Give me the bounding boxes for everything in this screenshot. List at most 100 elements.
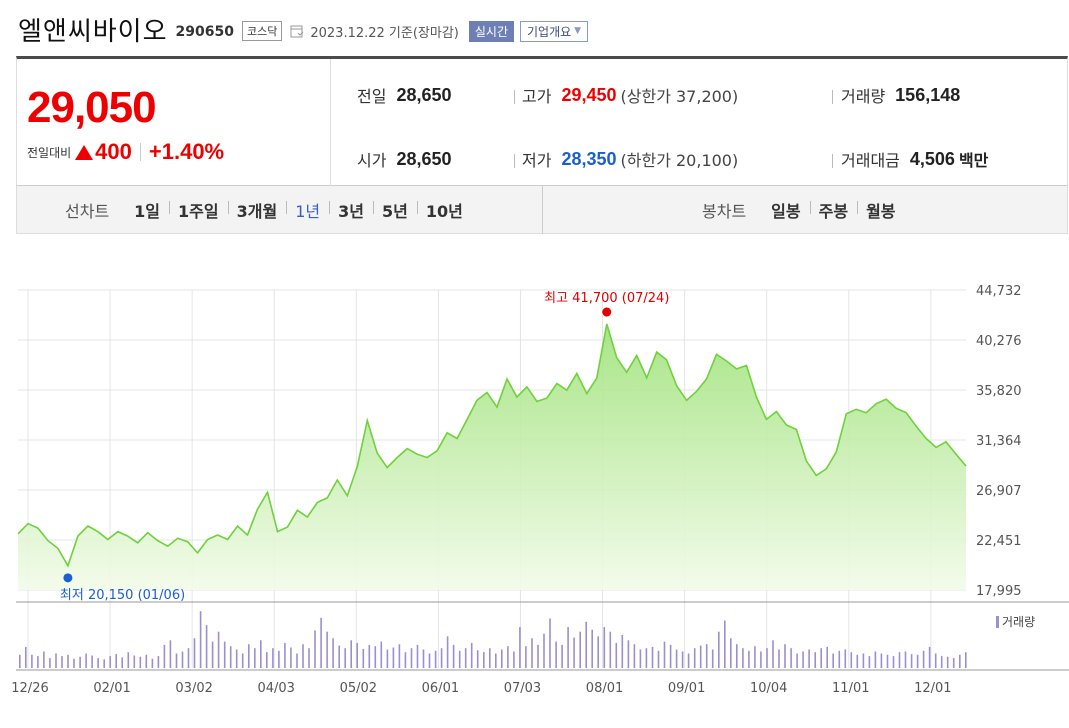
tab-daily[interactable]: 일봉 bbox=[771, 202, 801, 221]
prev-close-value: 28,650 bbox=[396, 84, 452, 105]
amount-unit: 백만 bbox=[958, 151, 989, 170]
tab-1w[interactable]: 1주일 bbox=[169, 198, 228, 222]
volume-bar bbox=[260, 640, 262, 668]
volume-bar bbox=[730, 638, 732, 668]
volume-bar bbox=[585, 621, 587, 668]
y-tick-label: 40,276 bbox=[976, 334, 1022, 349]
tab-monthly[interactable]: 월봉 bbox=[857, 198, 904, 222]
volume-legend-label: 거래량 bbox=[1002, 615, 1035, 629]
volume-bar bbox=[657, 650, 660, 668]
volume-bar bbox=[567, 627, 569, 668]
volume-bar bbox=[663, 641, 666, 668]
volume-bar bbox=[952, 658, 955, 668]
volume-bar bbox=[470, 642, 473, 668]
volume-bar bbox=[910, 654, 913, 668]
volume-bar bbox=[838, 650, 841, 668]
realtime-button[interactable]: 실시간 bbox=[468, 20, 514, 42]
volume-bar bbox=[127, 652, 130, 668]
volume-bar bbox=[205, 625, 208, 668]
open-label: 시가 bbox=[357, 151, 387, 170]
volume-bar bbox=[862, 653, 865, 668]
volume-bar bbox=[374, 646, 377, 668]
volume-bar bbox=[934, 653, 937, 668]
high-stat: 고가 29,450 (상한가 37,200) bbox=[522, 83, 738, 107]
x-tick-label: 06/01 bbox=[422, 681, 459, 696]
divider bbox=[514, 90, 515, 104]
volume-bar bbox=[633, 644, 636, 668]
volume-stat: 거래량 156,148 bbox=[841, 83, 960, 107]
volume-bar bbox=[922, 650, 925, 668]
volume-bar bbox=[748, 650, 750, 668]
volume-bar bbox=[591, 629, 593, 668]
x-tick-label: 10/04 bbox=[750, 681, 787, 696]
volume-bar bbox=[85, 653, 87, 668]
tab-3y[interactable]: 3년 bbox=[329, 198, 373, 222]
volume-bar bbox=[597, 636, 599, 668]
chart-tabs: 선차트 1일 1주일 3개월 1년 3년 5년 10년 봉차트 일봉 주봉 월봉 bbox=[16, 186, 1068, 234]
volume-bar bbox=[464, 648, 467, 668]
stock-code: 290650 bbox=[175, 24, 234, 40]
low-stat: 저가 28,350 (하한가 20,100) bbox=[522, 147, 738, 171]
volume-bar bbox=[350, 640, 352, 668]
volume-bar bbox=[742, 648, 744, 668]
volume-bar bbox=[718, 631, 720, 668]
y-tick-label: 35,820 bbox=[976, 384, 1022, 399]
volume-bar bbox=[181, 651, 184, 668]
tab-10y[interactable]: 10년 bbox=[416, 198, 472, 222]
volume-bar bbox=[651, 646, 654, 668]
high-marker bbox=[602, 307, 612, 317]
volume-bar bbox=[67, 654, 69, 668]
volume-bar bbox=[248, 644, 250, 668]
volume-bar bbox=[874, 651, 877, 668]
tab-weekly[interactable]: 주봉 bbox=[809, 198, 857, 222]
volume-bar bbox=[338, 645, 340, 668]
tab-5y[interactable]: 5년 bbox=[372, 198, 417, 222]
reference-date: 2023.12.22 기준(장마감) bbox=[310, 25, 459, 41]
volume-bar bbox=[302, 644, 304, 668]
low-value: 28,350 bbox=[561, 148, 617, 169]
volume-bar bbox=[422, 649, 425, 668]
volume-bar bbox=[904, 651, 907, 668]
volume-bar bbox=[290, 647, 292, 668]
upper-limit: (상한가 37,200) bbox=[620, 87, 739, 106]
volume-bar bbox=[519, 627, 521, 668]
price-box: 29,050 전일대비 400 +1.40% bbox=[17, 59, 331, 186]
volume-bar bbox=[55, 653, 57, 668]
y-tick-label: 44,732 bbox=[976, 284, 1022, 299]
open-value: 28,650 bbox=[396, 148, 452, 169]
volume-bar bbox=[25, 646, 27, 668]
volume-bar bbox=[410, 648, 413, 668]
volume-bar bbox=[832, 653, 834, 668]
volume-bar bbox=[621, 635, 624, 668]
volume-bar bbox=[362, 648, 365, 668]
market-badge: 코스닥 bbox=[241, 21, 283, 41]
tab-1d[interactable]: 1일 bbox=[134, 202, 161, 221]
y-tick-label: 22,451 bbox=[976, 534, 1022, 549]
amount-label: 거래대금 bbox=[841, 151, 900, 170]
corp-overview-dropdown[interactable]: 기업개요 ▼ bbox=[520, 20, 589, 42]
volume-bar bbox=[229, 646, 232, 668]
volume-bar bbox=[513, 651, 515, 668]
line-chart-tabs: 선차트 1일 1주일 3개월 1년 3년 5년 10년 bbox=[65, 186, 472, 234]
tab-3m[interactable]: 3개월 bbox=[227, 198, 287, 222]
volume-bar bbox=[199, 611, 202, 668]
divider bbox=[139, 143, 141, 161]
volume-bar bbox=[151, 658, 154, 668]
change-value: 400 bbox=[95, 139, 132, 164]
volume-bar bbox=[284, 642, 286, 668]
volume-bar bbox=[639, 649, 642, 668]
tab-1y[interactable]: 1년 bbox=[286, 198, 329, 222]
volume-bar bbox=[525, 646, 527, 668]
volume-bar bbox=[398, 644, 401, 668]
volume-bar bbox=[501, 649, 503, 668]
volume-bar bbox=[386, 649, 389, 668]
volume-bar bbox=[356, 642, 358, 668]
volume-bar bbox=[314, 630, 316, 668]
quote-panel: 29,050 전일대비 400 +1.40% 전일 28,650 고가 29,4… bbox=[16, 56, 1068, 186]
x-tick-label: 05/02 bbox=[340, 681, 377, 696]
chevron-down-icon: ▼ bbox=[574, 26, 582, 36]
volume-bar bbox=[19, 654, 21, 668]
low-marker bbox=[63, 573, 73, 583]
volume-bar bbox=[507, 646, 509, 668]
volume-bar bbox=[940, 656, 943, 668]
